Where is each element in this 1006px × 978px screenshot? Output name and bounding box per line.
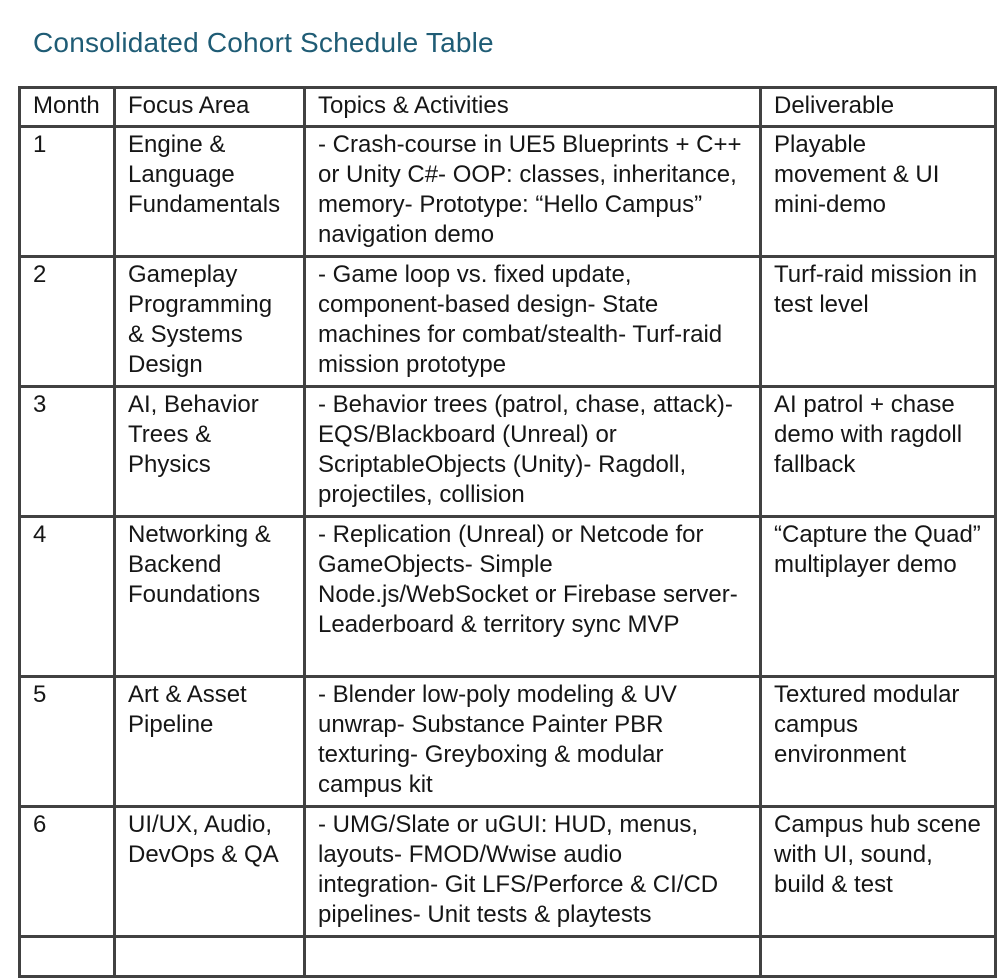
cell-month: 5: [18, 675, 116, 808]
cell-focus-area: AI, Behavior Trees & Physics: [113, 385, 306, 518]
cell-topics: - UMG/Slate or uGUI: HUD, menus, layouts…: [303, 805, 762, 938]
table-row-partial-clipped: [18, 935, 997, 978]
cell-focus-area: Gameplay Programming & Systems Design: [113, 255, 306, 388]
cell-month: 3: [18, 385, 116, 518]
cell-month: 6: [18, 805, 116, 938]
column-header-month: Month: [18, 86, 116, 128]
cell-deliverable: [759, 935, 997, 978]
cell-focus-area: Art & Asset Pipeline: [113, 675, 306, 808]
cell-focus-area: Engine & Language Fundamentals: [113, 125, 306, 258]
page-title: Consolidated Cohort Schedule Table: [33, 27, 494, 58]
cell-deliverable: “Capture the Quad” multiplayer demo: [759, 515, 997, 678]
cell-deliverable: AI patrol + chase demo with ragdoll fall…: [759, 385, 997, 518]
table-row-month-4: 4 Networking & Backend Foundations - Rep…: [18, 515, 997, 678]
cohort-schedule-table: Month Focus Area Topics & Activities Del…: [18, 86, 997, 978]
table-row-month-5: 5 Art & Asset Pipeline - Blender low-pol…: [18, 675, 997, 808]
column-header-focus-area: Focus Area: [113, 86, 306, 128]
cell-topics: - Game loop vs. fixed update, component-…: [303, 255, 762, 388]
column-header-topics: Topics & Activities: [303, 86, 762, 128]
cell-focus-area: [113, 935, 306, 978]
cell-deliverable: Textured modular campus environment: [759, 675, 997, 808]
cell-topics: - Crash-course in UE5 Blueprints + C++ o…: [303, 125, 762, 258]
cell-focus-area: Networking & Backend Foundations: [113, 515, 306, 678]
table-row-month-6: 6 UI/UX, Audio, DevOps & QA - UMG/Slate …: [18, 805, 997, 938]
cell-month: 1: [18, 125, 116, 258]
cell-topics: [303, 935, 762, 978]
cell-month: [18, 935, 116, 978]
cell-topics: - Behavior trees (patrol, chase, attack)…: [303, 385, 762, 518]
cell-month: 2: [18, 255, 116, 388]
cell-deliverable: Turf-raid mission in test level: [759, 255, 997, 388]
table-row-month-2: 2 Gameplay Programming & Systems Design …: [18, 255, 997, 388]
cell-topics: - Blender low-poly modeling & UV unwrap-…: [303, 675, 762, 808]
cell-deliverable: Campus hub scene with UI, sound, build &…: [759, 805, 997, 938]
cell-month: 4: [18, 515, 116, 678]
table-header-row: Month Focus Area Topics & Activities Del…: [18, 86, 997, 128]
column-header-deliverable: Deliverable: [759, 86, 997, 128]
table-row-month-3: 3 AI, Behavior Trees & Physics - Behavio…: [18, 385, 997, 518]
cell-deliverable: Playable movement & UI mini-demo: [759, 125, 997, 258]
cell-topics: - Replication (Unreal) or Netcode for Ga…: [303, 515, 762, 678]
cell-focus-area: UI/UX, Audio, DevOps & QA: [113, 805, 306, 938]
table-row-month-1: 1 Engine & Language Fundamentals - Crash…: [18, 125, 997, 258]
